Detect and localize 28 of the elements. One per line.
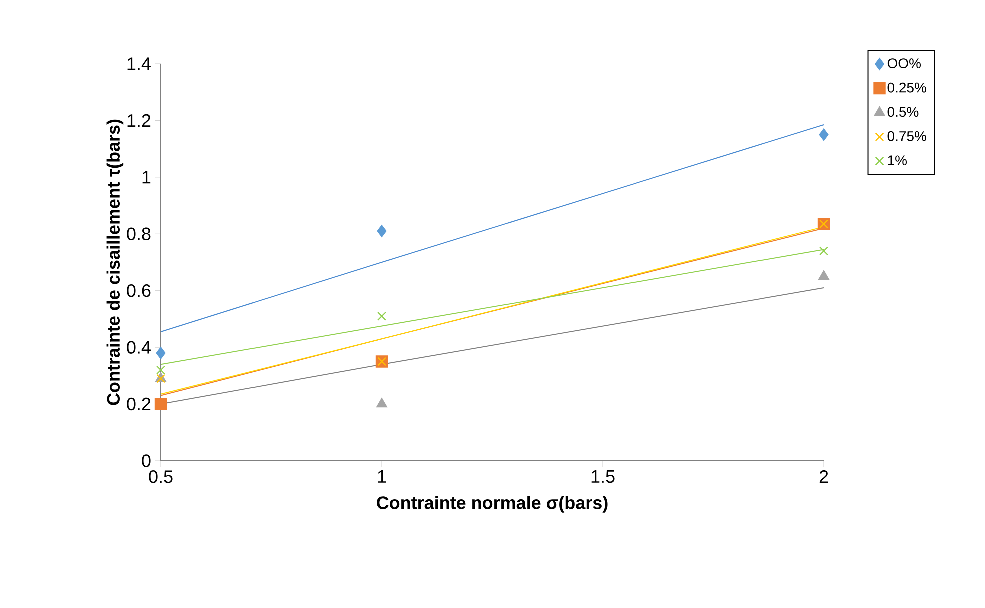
y-tick-label: 0.2 xyxy=(127,398,151,411)
y-tick-label: 0.8 xyxy=(127,228,151,241)
legend-label: 0.25% xyxy=(888,82,926,93)
point xyxy=(818,270,830,280)
y-axis-title: Contrainte de cisaillement τ(bars) xyxy=(106,120,124,406)
point xyxy=(156,366,166,375)
point xyxy=(377,225,387,238)
point xyxy=(820,246,828,256)
x-tick-label: 1.5 xyxy=(592,470,615,484)
y-tick-label: 0.6 xyxy=(127,284,151,298)
y-tick-label: 1 xyxy=(142,171,151,184)
point xyxy=(819,128,829,141)
point xyxy=(156,347,166,360)
point xyxy=(376,398,388,408)
x-tick-label: 2 xyxy=(820,470,828,484)
y-tick-label: 0 xyxy=(142,454,151,468)
y-tick-label: 1.2 xyxy=(128,114,151,127)
legend-label: OO% xyxy=(888,58,921,69)
x-tick-label: 1 xyxy=(378,470,386,483)
y-tick-label: 1.4 xyxy=(128,58,151,70)
legend-label: 0.5% xyxy=(888,107,919,118)
legend-label: 1% xyxy=(888,156,907,166)
point xyxy=(378,312,386,321)
x-axis-title: Contrainte normale σ(bars) xyxy=(377,496,608,513)
x-tick-label: 0.5 xyxy=(149,470,173,484)
legend-label: 0.75% xyxy=(888,131,926,142)
y-tick-label: 0.4 xyxy=(127,341,151,354)
point xyxy=(154,398,168,410)
